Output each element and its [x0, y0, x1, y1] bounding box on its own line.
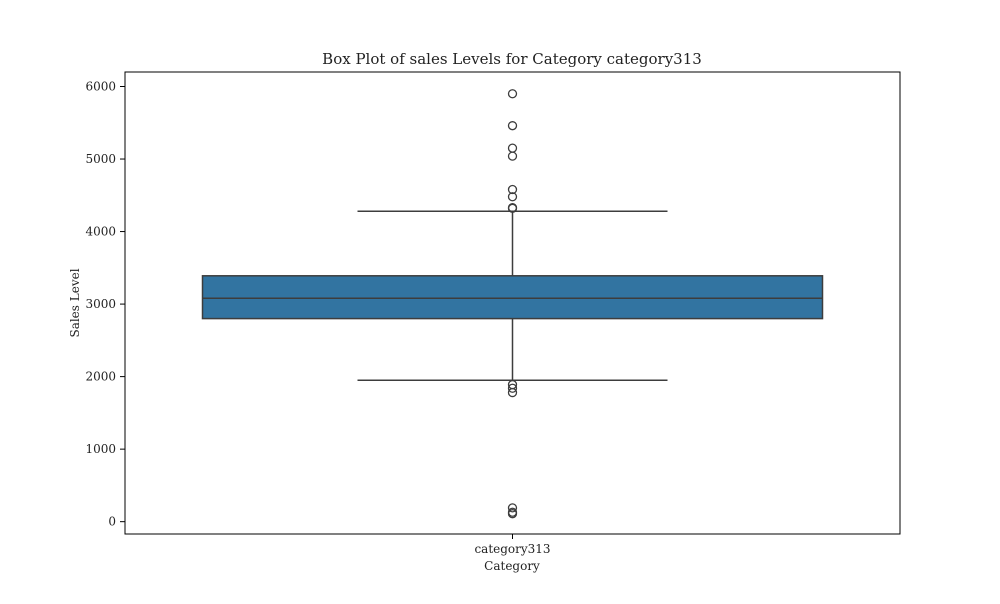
outlier-point	[507, 203, 518, 214]
outlier-point	[507, 89, 518, 99]
y-axis-label: Sales Level	[68, 268, 82, 337]
y-tick-label: 3000	[85, 297, 116, 311]
outlier-point	[507, 383, 518, 393]
x-tick-label: category313	[474, 542, 550, 556]
outlier-point	[507, 184, 518, 195]
outlier-point	[507, 509, 518, 519]
y-tick-label: 6000	[85, 80, 116, 94]
outlier-point	[507, 143, 518, 153]
outlier-point	[507, 121, 518, 131]
outlier-point	[507, 503, 518, 513]
x-axis-label: Category	[484, 559, 540, 573]
y-tick-label: 2000	[85, 370, 116, 384]
y-tick-label: 4000	[85, 225, 116, 239]
outlier-point	[507, 192, 518, 202]
y-tick-label: 5000	[85, 152, 116, 166]
chart-title: Box Plot of sales Levels for Category ca…	[322, 50, 702, 68]
y-tick-label: 0	[108, 515, 116, 529]
y-tick-label: 1000	[85, 442, 116, 456]
outlier-point	[507, 387, 518, 398]
plot-area: category313 0 1000 2000 3000 4000 5000 6000	[85, 71, 901, 556]
box-iqr	[201, 275, 824, 320]
axes-frame	[124, 71, 901, 535]
outlier-point	[507, 151, 518, 161]
